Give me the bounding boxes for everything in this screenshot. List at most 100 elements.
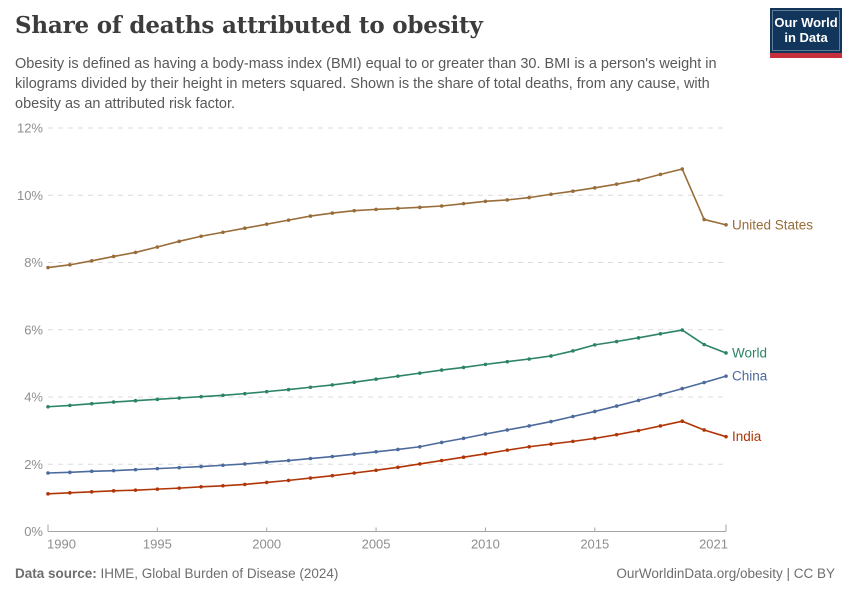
data-point[interactable] (483, 432, 488, 436)
data-point[interactable] (243, 462, 247, 466)
data-point[interactable] (680, 386, 685, 391)
data-point[interactable] (89, 469, 94, 474)
data-point[interactable] (133, 467, 138, 472)
data-point[interactable] (46, 492, 50, 496)
data-point[interactable] (243, 391, 247, 396)
data-point[interactable] (439, 440, 444, 445)
data-source[interactable]: Data source: IHME, Global Burden of Dise… (15, 566, 338, 581)
data-point[interactable] (199, 234, 203, 239)
data-point[interactable] (527, 424, 531, 428)
data-point[interactable] (614, 404, 619, 408)
series-label[interactable]: World (732, 345, 767, 360)
data-point[interactable] (702, 428, 706, 432)
data-point[interactable] (592, 186, 597, 190)
data-point[interactable] (658, 331, 663, 336)
series-india[interactable]: India (46, 419, 762, 496)
data-point[interactable] (505, 198, 510, 202)
data-point[interactable] (177, 465, 182, 470)
series-china[interactable]: China (46, 369, 768, 475)
series-line[interactable] (47, 375, 727, 474)
data-point[interactable] (549, 354, 553, 358)
data-point[interactable] (374, 207, 378, 212)
data-point[interactable] (702, 342, 706, 347)
data-point[interactable] (549, 419, 553, 424)
data-point[interactable] (177, 396, 182, 400)
data-point[interactable] (243, 482, 247, 487)
series-united-states[interactable]: United States (46, 167, 813, 270)
data-point[interactable] (155, 245, 160, 249)
data-point[interactable] (724, 434, 728, 439)
data-point[interactable] (549, 442, 553, 446)
data-point[interactable] (592, 343, 597, 347)
data-point[interactable] (461, 365, 466, 370)
data-point[interactable] (527, 444, 531, 449)
data-point[interactable] (330, 383, 335, 387)
data-point[interactable] (46, 265, 50, 270)
data-point[interactable] (68, 403, 72, 408)
data-point[interactable] (264, 460, 269, 465)
data-point[interactable] (286, 218, 291, 222)
data-point[interactable] (396, 206, 400, 211)
data-point[interactable] (374, 450, 378, 454)
data-point[interactable] (330, 454, 335, 459)
data-point[interactable] (527, 357, 531, 361)
data-point[interactable] (46, 404, 50, 409)
data-point[interactable] (418, 444, 422, 449)
series-line[interactable] (47, 329, 727, 408)
data-point[interactable] (221, 463, 225, 468)
data-point[interactable] (352, 452, 356, 456)
data-point[interactable] (702, 217, 706, 222)
data-point[interactable] (614, 182, 619, 186)
data-point[interactable] (483, 452, 488, 456)
data-point[interactable] (155, 466, 160, 471)
data-point[interactable] (461, 201, 466, 206)
data-point[interactable] (111, 254, 116, 259)
data-point[interactable] (724, 374, 728, 378)
data-point[interactable] (592, 436, 597, 441)
data-point[interactable] (374, 468, 378, 473)
data-point[interactable] (680, 328, 685, 332)
series-label[interactable]: China (732, 369, 768, 384)
data-point[interactable] (636, 178, 641, 182)
data-point[interactable] (636, 428, 641, 433)
data-point[interactable] (286, 387, 291, 392)
license-link[interactable]: OurWorldinData.org/obesity | CC BY (616, 566, 835, 581)
data-point[interactable] (439, 204, 444, 208)
data-point[interactable] (177, 239, 182, 244)
data-point[interactable] (308, 456, 313, 461)
data-point[interactable] (264, 389, 269, 394)
data-point[interactable] (243, 226, 247, 231)
data-point[interactable] (286, 458, 291, 463)
data-point[interactable] (658, 392, 663, 397)
data-point[interactable] (461, 436, 466, 441)
data-point[interactable] (133, 488, 138, 492)
data-point[interactable] (636, 336, 641, 340)
data-point[interactable] (308, 214, 313, 218)
series-line[interactable] (47, 168, 727, 269)
data-point[interactable] (68, 470, 72, 475)
data-point[interactable] (89, 259, 94, 263)
data-point[interactable] (111, 400, 116, 404)
data-point[interactable] (636, 398, 641, 403)
data-point[interactable] (592, 409, 597, 414)
data-point[interactable] (483, 199, 488, 204)
data-point[interactable] (396, 465, 400, 470)
data-point[interactable] (614, 432, 619, 437)
data-point[interactable] (133, 398, 138, 403)
data-point[interactable] (46, 471, 50, 475)
data-point[interactable] (155, 487, 160, 491)
data-point[interactable] (614, 339, 619, 344)
data-point[interactable] (374, 377, 378, 381)
data-point[interactable] (89, 401, 94, 406)
data-point[interactable] (571, 349, 575, 353)
data-point[interactable] (571, 414, 575, 419)
data-point[interactable] (286, 478, 291, 483)
data-point[interactable] (308, 476, 313, 480)
series-world[interactable]: World (46, 328, 767, 409)
data-point[interactable] (483, 362, 488, 367)
data-point[interactable] (330, 211, 335, 215)
data-point[interactable] (330, 473, 335, 478)
data-point[interactable] (221, 393, 225, 398)
data-point[interactable] (352, 380, 356, 385)
